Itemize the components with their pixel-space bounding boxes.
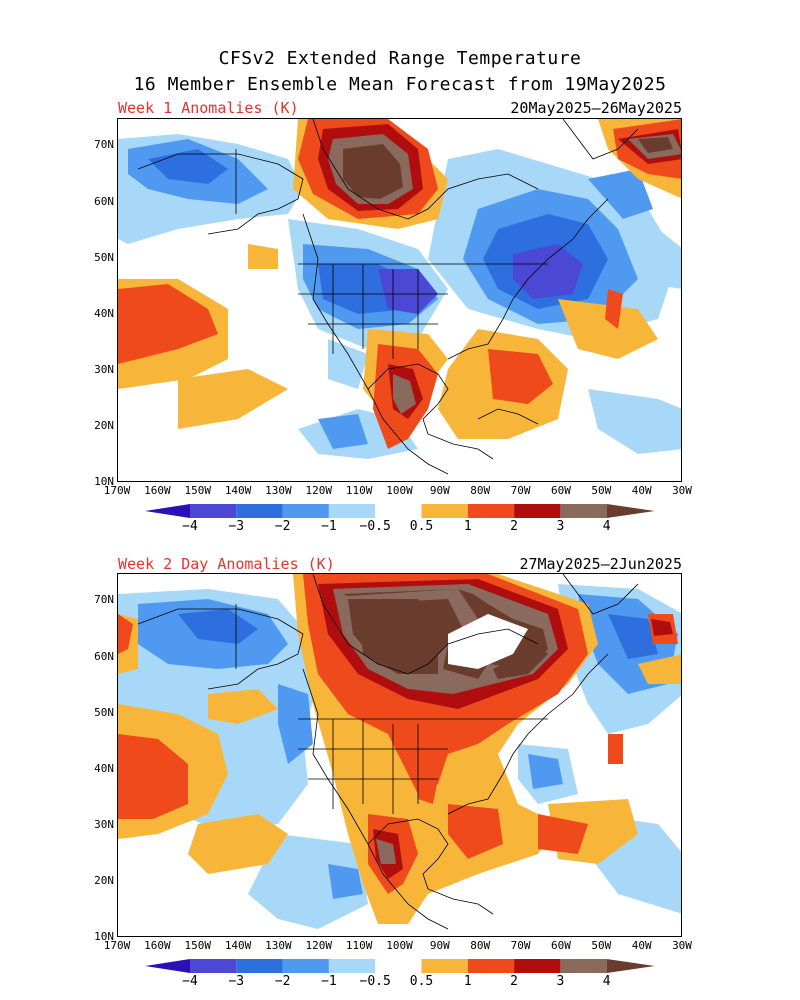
colorbar-swatch — [375, 504, 422, 518]
colorbar-swatch — [421, 959, 468, 973]
colorbar-label: −1 — [321, 519, 337, 534]
lon-tick-label: 30W — [672, 939, 692, 952]
lon-tick-label: 60W — [550, 484, 571, 497]
lon-tick-label: 130W — [265, 484, 292, 497]
title-line-1: CFSv2 Extended Range Temperature — [218, 48, 582, 69]
lon-tick-label: 120W — [305, 484, 333, 497]
colorbar-swatch — [467, 959, 515, 973]
lat-tick-label: 60N — [94, 649, 114, 663]
colorbar-label: 3 — [556, 519, 565, 534]
lon-tick-label: 140W — [224, 484, 252, 497]
lon-tick-label: 160W — [144, 939, 171, 952]
lat-tick-label: 40N — [94, 761, 114, 775]
colorbar — [145, 959, 655, 973]
lat-tick-label: 30N — [94, 362, 114, 376]
lon-tick-label: 130W — [265, 939, 292, 952]
lon-tick-label: 40W — [631, 939, 652, 952]
colorbar-label: 4 — [602, 974, 611, 989]
panel2-label: Week 2 Day Anomalies (K) — [118, 555, 335, 573]
colorbar-label: 0.5 — [409, 974, 434, 989]
colorbar-swatch — [606, 504, 655, 518]
lat-tick-label: 50N — [94, 705, 114, 719]
lon-tick-label: 30W — [672, 484, 692, 497]
colorbar-label: −4 — [182, 519, 198, 534]
lon-tick-label: 150W — [184, 939, 211, 952]
colorbar-label: −2 — [274, 519, 291, 534]
colorbar-label: −0.5 — [359, 974, 391, 989]
colorbar-swatch — [514, 959, 561, 973]
lat-tick-label: 40N — [94, 306, 114, 320]
colorbar-swatch — [236, 959, 283, 973]
map-panel-week2 — [117, 573, 682, 937]
lon-tick-label: 50W — [591, 939, 612, 952]
lat-tick-label: 60N — [94, 194, 114, 208]
colorbar-label: −4 — [182, 974, 198, 989]
lat-tick-label: 30N — [94, 817, 114, 831]
colorbar-label: −3 — [228, 974, 245, 989]
colorbar-label: 1 — [463, 974, 472, 989]
colorbar-swatch — [328, 504, 376, 518]
lat-tick-label: 20N — [94, 873, 114, 887]
lon-tick-label: 150W — [184, 484, 211, 497]
panel1-label: Week 1 Anomalies (K) — [118, 99, 299, 117]
lon-tick-label: 160W — [144, 484, 171, 497]
colorbar-label: 2 — [510, 519, 518, 534]
colorbar-label: 0.5 — [409, 519, 434, 534]
lon-tick-label: 110W — [345, 484, 373, 497]
anomaly-map-week2 — [118, 574, 681, 930]
lon-tick-label: 110W — [345, 939, 373, 952]
colorbar-swatch — [190, 959, 237, 973]
lat-tick-label: 10N — [94, 930, 114, 943]
lon-tick-label: 60W — [550, 939, 571, 952]
lon-tick-label: 40W — [631, 484, 652, 497]
lon-tick-label: 70W — [510, 939, 531, 952]
lat-tick-label: 10N — [94, 475, 114, 488]
lon-tick-label: 80W — [470, 484, 491, 497]
lon-tick-label: 50W — [591, 484, 612, 497]
lon-tick-label: 100W — [386, 939, 413, 952]
colorbar-swatch — [145, 959, 190, 973]
colorbar-swatch — [467, 504, 515, 518]
colorbar-label: −0.5 — [359, 519, 391, 534]
lat-tick-label: 70N — [94, 593, 114, 607]
colorbar-label: 4 — [602, 519, 611, 534]
lat-tick-label: 50N — [94, 250, 114, 264]
lat-tick-label: 70N — [94, 138, 114, 152]
colorbar-swatch — [375, 959, 422, 973]
map-panel-week1 — [117, 118, 682, 482]
colorbar-swatch — [421, 504, 468, 518]
colorbar-swatch — [514, 504, 561, 518]
lon-tick-label: 170W — [103, 939, 131, 952]
lon-tick-label: 70W — [510, 484, 531, 497]
panel2-dates: 27May2025–2Jun2025 — [519, 555, 682, 573]
panel1-dates: 20May2025–26May2025 — [510, 99, 682, 117]
colorbar-label: −1 — [321, 974, 337, 989]
colorbar-swatch — [606, 959, 655, 973]
anomaly-map-week1 — [118, 119, 681, 475]
lon-tick-label: 100W — [386, 484, 413, 497]
colorbar-swatch — [560, 504, 607, 518]
colorbar — [145, 504, 655, 518]
colorbar-swatch — [236, 504, 283, 518]
lon-tick-label: 140W — [224, 939, 252, 952]
lon-tick-label: 120W — [305, 939, 333, 952]
title-line-2: 16 Member Ensemble Mean Forecast from 19… — [133, 74, 667, 95]
lon-tick-label: 90W — [429, 484, 450, 497]
colorbar-swatch — [282, 504, 329, 518]
colorbar-label: 2 — [510, 974, 518, 989]
lon-tick-label: 170W — [103, 484, 131, 497]
colorbar-label: −2 — [274, 974, 291, 989]
colorbar-swatch — [145, 504, 190, 518]
colorbar-label: 1 — [463, 519, 472, 534]
colorbar-swatch — [190, 504, 237, 518]
lon-tick-label: 90W — [429, 939, 450, 952]
lon-tick-label: 80W — [470, 939, 491, 952]
colorbar-label: 3 — [556, 974, 565, 989]
lat-tick-label: 20N — [94, 418, 114, 432]
colorbar-swatch — [560, 959, 607, 973]
colorbar-swatch — [328, 959, 376, 973]
colorbar-label: −3 — [228, 519, 245, 534]
colorbar-swatch — [282, 959, 329, 973]
